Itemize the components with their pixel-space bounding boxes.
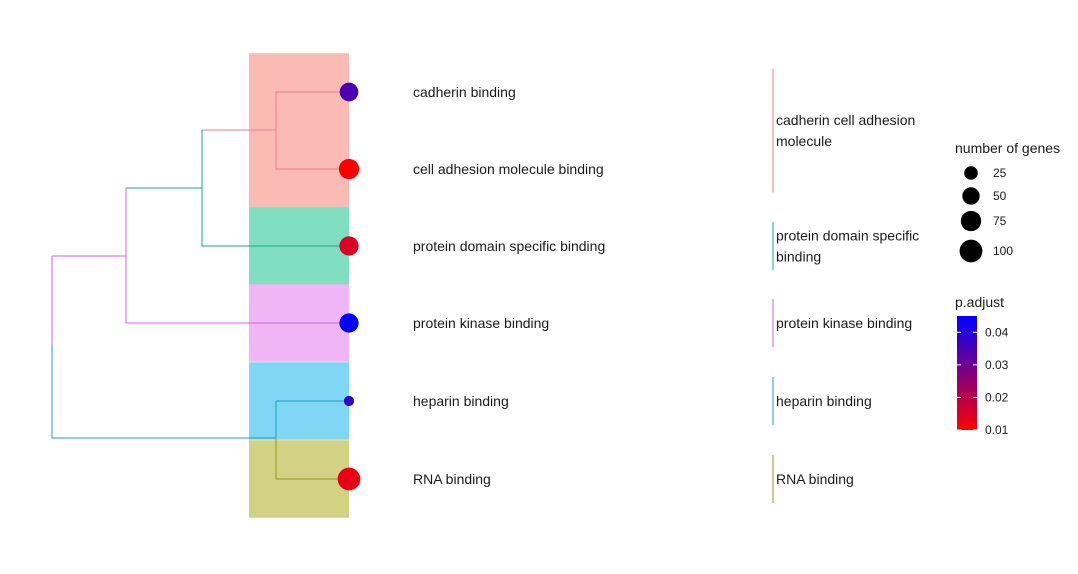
term-point xyxy=(339,313,359,333)
dendrogram xyxy=(51,91,349,480)
term-point xyxy=(339,82,359,102)
size-legend-label: 75 xyxy=(993,214,1007,228)
dendrogram-branch xyxy=(201,130,349,247)
term-point xyxy=(338,158,360,180)
dendrogram-branch xyxy=(125,188,349,324)
cluster-label: heparin binding xyxy=(776,393,872,409)
color-legend-bar xyxy=(957,316,977,430)
color-legend-title: p.adjust xyxy=(955,294,1004,310)
term-labels: cadherin binding cell adhesion molecule b… xyxy=(413,84,605,487)
size-legend-label: 50 xyxy=(993,189,1007,203)
cluster-label: RNA binding xyxy=(776,471,854,487)
term-label: protein kinase binding xyxy=(413,315,549,331)
cluster-labels: cadherin cell adhesion molecule protein do… xyxy=(772,68,919,503)
color-legend-label: 0.01 xyxy=(985,423,1009,437)
term-label: cadherin binding xyxy=(413,84,516,100)
cluster-label: cadherin cell adhesion molecule xyxy=(776,112,915,149)
term-label: RNA binding xyxy=(413,471,491,487)
color-legend-label: 0.04 xyxy=(985,325,1009,339)
color-legend-label: 0.03 xyxy=(985,358,1009,372)
dendrogram-branch xyxy=(275,438,349,480)
term-label: cell adhesion molecule binding xyxy=(413,161,604,177)
size-legend-title: number of genes xyxy=(955,140,1060,156)
dendrogram-branch xyxy=(51,345,276,439)
size-legend-key xyxy=(959,239,983,263)
color-legend: p.adjust 0.01 0.02 0.03 0.04 xyxy=(955,294,1009,437)
term-label: protein domain specific binding xyxy=(413,238,605,254)
size-legend-label: 25 xyxy=(993,166,1007,180)
color-legend-label: 0.02 xyxy=(985,390,1009,404)
size-legend-label: 100 xyxy=(993,244,1013,258)
term-point xyxy=(339,236,359,256)
term-points xyxy=(337,82,361,491)
size-legend: number of genes 25 50 75 100 xyxy=(955,140,1060,263)
term-point xyxy=(343,395,355,407)
cluster-label: protein domain specific binding xyxy=(776,228,919,265)
term-point xyxy=(337,467,361,491)
term-label: heparin binding xyxy=(413,393,509,409)
size-legend-key xyxy=(960,210,982,232)
size-legend-key xyxy=(962,187,980,205)
cluster-label: protein kinase binding xyxy=(776,315,912,331)
cluster-bands xyxy=(249,53,349,518)
size-legend-key xyxy=(964,166,978,180)
